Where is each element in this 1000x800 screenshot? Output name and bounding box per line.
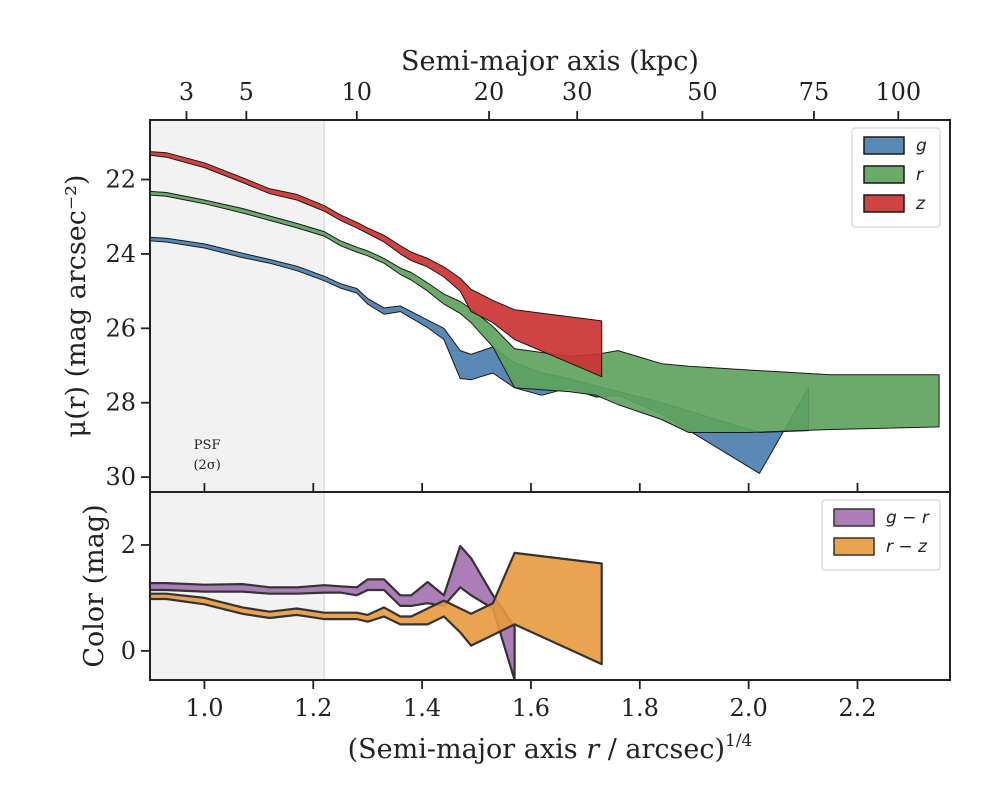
- kpc-tick-label: 50: [687, 78, 718, 106]
- kpc-tick-label: 100: [875, 78, 921, 106]
- color-y-tick-label: 2: [121, 531, 136, 559]
- legend-swatch: [833, 508, 875, 527]
- bottom-x-axis-title: (Semi-major axis r / arcsec)1/4: [348, 731, 753, 765]
- series-band-rz: [148, 551, 603, 666]
- psf-label-line2: (2σ): [193, 458, 220, 473]
- y-tick-label: 26: [105, 314, 136, 342]
- y-tick-label: 30: [105, 463, 136, 491]
- legend-label: g − r: [886, 508, 930, 528]
- top-y-ticks: 22 24 26 28 30: [105, 166, 150, 491]
- kpc-tick-label: 5: [239, 78, 254, 106]
- color-y-tick-label: 0: [121, 637, 136, 665]
- kpc-tick-label: 30: [562, 78, 593, 106]
- color-panel-frame: [149, 491, 951, 681]
- x-tick-label: 1.0: [185, 694, 223, 722]
- x-tick-label: 1.2: [294, 694, 332, 722]
- kpc-tick-label: 3: [179, 78, 194, 106]
- top-y-axis-title: μ(r) (mag arcsec⁻²): [61, 175, 92, 438]
- x-tick-label: 1.8: [621, 694, 659, 722]
- legend-label: z: [915, 194, 926, 214]
- legend-swatch: [833, 537, 875, 556]
- legend-label: r − z: [886, 537, 928, 557]
- kpc-tick-label: 75: [799, 78, 830, 106]
- top-legend: grz: [851, 127, 941, 228]
- x-tick-label: 2.2: [838, 694, 876, 722]
- color-series: [148, 544, 603, 682]
- series-band-r: [149, 190, 940, 433]
- top-x-ticks: [203, 483, 859, 492]
- color-y-ticks: 02: [121, 531, 150, 665]
- legend-label: r: [916, 165, 924, 185]
- x-tick-label: 2.0: [730, 694, 768, 722]
- series-band-z: [149, 151, 603, 378]
- surface-brightness-panel: PSF (2σ) 22 24 26 28 30 3 5 10 20 30 50 75 100 grz: [105, 78, 951, 493]
- psf-shaded-region: [150, 120, 325, 492]
- x-axis-title-var: r: [586, 734, 601, 765]
- color-panel: 02 1.0 1.2 1.4 1.6 1.8 2.0 2.2 g − rr − z: [121, 491, 951, 722]
- surface-brightness-series: [149, 151, 940, 474]
- series-band-gr: [148, 544, 516, 682]
- psf-label-line1: PSF: [194, 438, 221, 453]
- kpc-axis-ticks: 3 5 10 20 30 50 75 100: [179, 78, 921, 120]
- y-tick-label: 22: [105, 166, 136, 194]
- x-axis-title-sup: 1/4: [725, 731, 752, 751]
- x-tick-label: 1.6: [512, 694, 550, 722]
- legend-swatch: [863, 136, 905, 155]
- kpc-tick-label: 20: [474, 78, 505, 106]
- y-tick-label: 28: [105, 389, 136, 417]
- x-axis-title-main: (Semi-major axis: [348, 734, 587, 765]
- bottom-x-ticks: 1.0 1.2 1.4 1.6 1.8 2.0 2.2: [185, 680, 877, 722]
- x-tick-label: 1.4: [403, 694, 441, 722]
- kpc-tick-label: 10: [342, 78, 373, 106]
- legend-label: g: [916, 136, 927, 156]
- legend-swatch: [863, 194, 905, 213]
- color-legend: g − r r − z: [821, 499, 941, 571]
- top-x-axis-title: Semi-major axis (kpc): [401, 46, 699, 77]
- y-tick-label: 24: [105, 240, 136, 268]
- legend-swatch: [863, 165, 905, 184]
- color-y-axis-title: Color (mag): [79, 504, 110, 667]
- x-axis-title-tail: / arcsec): [599, 734, 725, 765]
